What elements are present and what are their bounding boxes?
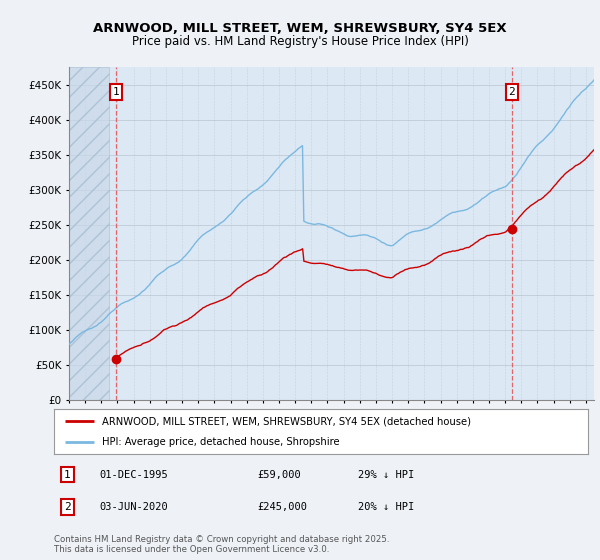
Text: 2: 2 <box>64 502 71 512</box>
Text: £59,000: £59,000 <box>257 469 301 479</box>
Text: 01-DEC-1995: 01-DEC-1995 <box>100 469 168 479</box>
Text: ARNWOOD, MILL STREET, WEM, SHREWSBURY, SY4 5EX (detached house): ARNWOOD, MILL STREET, WEM, SHREWSBURY, S… <box>102 416 471 426</box>
Text: £245,000: £245,000 <box>257 502 307 512</box>
Bar <box>69 67 109 400</box>
Text: Price paid vs. HM Land Registry's House Price Index (HPI): Price paid vs. HM Land Registry's House … <box>131 35 469 49</box>
Text: 29% ↓ HPI: 29% ↓ HPI <box>358 469 415 479</box>
Text: 03-JUN-2020: 03-JUN-2020 <box>100 502 168 512</box>
Text: HPI: Average price, detached house, Shropshire: HPI: Average price, detached house, Shro… <box>102 437 340 447</box>
Text: 2: 2 <box>509 87 515 97</box>
Text: 1: 1 <box>64 469 71 479</box>
Text: Contains HM Land Registry data © Crown copyright and database right 2025.
This d: Contains HM Land Registry data © Crown c… <box>54 535 389 554</box>
Text: ARNWOOD, MILL STREET, WEM, SHREWSBURY, SY4 5EX: ARNWOOD, MILL STREET, WEM, SHREWSBURY, S… <box>93 21 507 35</box>
Text: 20% ↓ HPI: 20% ↓ HPI <box>358 502 415 512</box>
Text: 1: 1 <box>113 87 119 97</box>
